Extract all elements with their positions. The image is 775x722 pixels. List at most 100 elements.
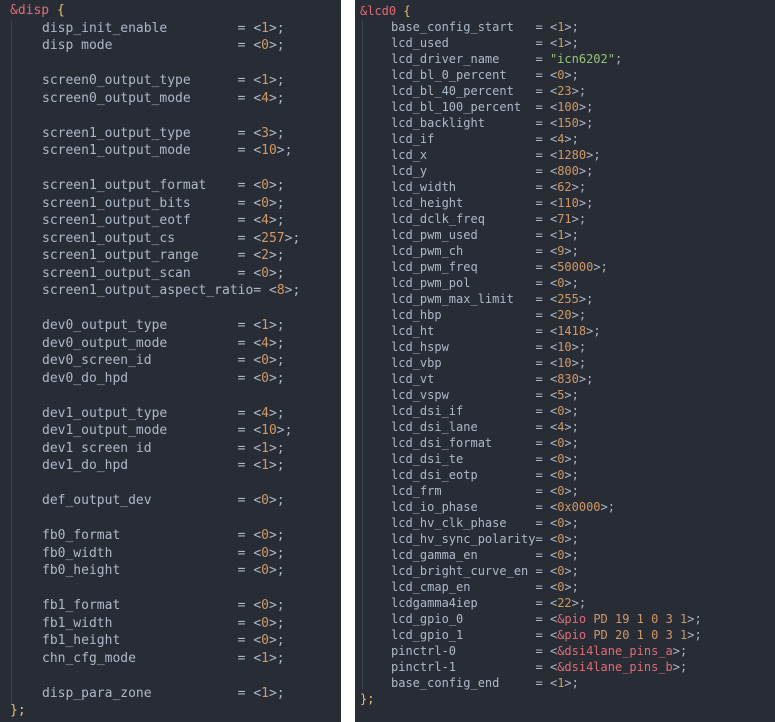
property-line[interactable]: lcd_dsi_lane = <4>; [391, 419, 579, 435]
property-line[interactable]: pinctrl-0 = <&dsi4lane_pins_a>; [391, 643, 687, 659]
property-line[interactable]: screen1_output_eotf = <4>; [42, 212, 285, 230]
property-line[interactable]: lcd_io_phase = <0x0000>; [391, 499, 615, 515]
property-line[interactable]: lcd_pwm_used = <1>; [391, 227, 579, 243]
property-line[interactable]: lcd_gamma_en = <0>; [391, 547, 579, 563]
property-line[interactable]: lcd_hspw = <10>; [391, 339, 586, 355]
punctuation: > [564, 388, 572, 402]
editor-pane-disp[interactable]: &disp {disp_init_enable = <1>; disp mode = … [0, 0, 341, 722]
property-line[interactable]: lcd_dclk_freq = <71>; [391, 211, 586, 227]
property-line[interactable]: disp_para_zone = <1>; [42, 685, 285, 703]
property-line[interactable]: fb0_format = <0>; [42, 527, 285, 545]
equals-sign: = [535, 532, 543, 546]
property-line[interactable]: lcd_pwm_ch = <9>; [391, 243, 579, 259]
property-value: 800 [557, 164, 579, 178]
property-line[interactable]: lcd_y = <800>; [391, 163, 593, 179]
property-line[interactable]: lcd_if = <4>; [391, 131, 579, 147]
property-value: 1418 [557, 324, 587, 338]
property-line[interactable]: fb0_width = <0>; [42, 545, 285, 563]
property-line[interactable]: lcd_dsi_te = <0>; [391, 451, 579, 467]
punctuation: ; [276, 528, 285, 543]
equals-sign: = [535, 308, 543, 322]
property-line[interactable]: disp_init_enable = <1>; [42, 20, 285, 38]
property-line[interactable]: lcd_gpio_1 = <&pio PD 20 1 0 3 1>; [391, 627, 702, 643]
property-line[interactable]: chn_cfg_mode = <1>; [42, 650, 285, 668]
property-line[interactable]: screen1_output_aspect_ratio= <8>; [42, 282, 300, 300]
property-line[interactable]: dev1 screen id = <1>; [42, 440, 285, 458]
property-line[interactable]: lcd_dsi_if = <0>; [391, 403, 579, 419]
property-line[interactable]: screen0_output_mode = <4>; [42, 90, 285, 108]
property-line[interactable]: dev1_output_mode = <10>; [42, 422, 292, 440]
property-line[interactable]: dev0_output_type = <1>; [42, 317, 285, 335]
property-line[interactable]: screen1_output_scan = <0>; [42, 265, 285, 283]
property-line[interactable]: lcd_pwm_freq = <50000>; [391, 259, 608, 275]
property-line[interactable]: dev0_screen_id = <0>; [42, 352, 285, 370]
property-line[interactable]: fb1_format = <0>; [42, 597, 285, 615]
property-line[interactable]: fb1_width = <0>; [42, 615, 285, 633]
property-key: lcd_dsi_te [391, 452, 464, 466]
property-line[interactable]: lcd_gpio_0 = <&pio PD 19 1 0 3 1>; [391, 611, 702, 627]
punctuation: > [268, 370, 277, 386]
punctuation: > [687, 612, 695, 626]
property-line[interactable]: lcd_bl_0_percent = <0>; [391, 67, 579, 83]
property-line[interactable]: pinctrl-1 = <&dsi4lane_pins_b>; [391, 659, 687, 675]
property-line[interactable]: dev0_output_mode = <4>; [42, 335, 285, 353]
punctuation: > [564, 484, 572, 498]
punctuation: > [268, 90, 277, 106]
property-line[interactable]: lcd_driver_name = "icn6202"; [391, 51, 622, 67]
property-line[interactable]: lcd_vspw = <5>; [391, 387, 579, 403]
property-key: lcd_dclk_freq [391, 212, 485, 226]
property-line[interactable]: lcd_bright_curve_en = <0>; [391, 563, 579, 579]
property-line[interactable]: lcd_vbp = <10>; [391, 355, 586, 371]
property-line[interactable]: lcd_dsi_format = <0>; [391, 435, 579, 451]
property-line[interactable]: lcd_hv_clk_phase = <0>; [391, 515, 579, 531]
property-line[interactable]: lcdgamma4iep = <22>; [391, 595, 586, 611]
equals-sign: = [535, 372, 543, 386]
property-line[interactable]: dev0_do_hpd = <0>; [42, 370, 285, 388]
property-line[interactable]: lcd_hbp = <20>; [391, 307, 586, 323]
punctuation [543, 628, 550, 642]
property-line[interactable]: base_config_end = <1>; [391, 675, 579, 691]
property-line[interactable]: lcd_pwm_pol = <0>; [391, 275, 579, 291]
property-line[interactable]: lcd_width = <62>; [391, 179, 586, 195]
property-line[interactable]: lcd_ht = <1418>; [391, 323, 601, 339]
property-value: 1 [261, 685, 269, 701]
punctuation: ; [571, 36, 579, 50]
property-line[interactable]: lcd_pwm_max_limit = <255>; [391, 291, 593, 307]
property-line[interactable]: screen1_output_range = <2>; [42, 247, 285, 265]
punctuation [543, 404, 550, 418]
punctuation: < [549, 84, 558, 98]
property-key: fb1_format [42, 598, 121, 613]
property-line[interactable]: dev1_do_hpd = <1>; [42, 457, 285, 475]
property-line[interactable]: screen0_output_type = <1>; [42, 72, 285, 90]
punctuation: ; [276, 90, 285, 106]
punctuation: < [549, 676, 558, 690]
property-line[interactable]: def_output_dev = <0>; [42, 492, 285, 510]
property-line[interactable]: disp mode = <0>; [42, 37, 285, 55]
property-line[interactable]: lcd_backlight = <150>; [391, 115, 593, 131]
property-line[interactable]: lcd_bl_100_percent = <100>; [391, 99, 593, 115]
property-line[interactable]: lcd_frm = <0>; [391, 483, 579, 499]
property-line[interactable]: fb1_height = <0>; [42, 632, 285, 650]
editor-pane-lcd0[interactable]: &lcd0 {base_config_start = <1>; lcd_used = … [355, 0, 775, 722]
property-line[interactable]: base_config_start = <1>; [391, 19, 579, 35]
punctuation: < [549, 388, 558, 402]
property-line[interactable]: lcd_bl_40_percent = <23>; [391, 83, 586, 99]
property-line[interactable]: screen1_output_bits = <0>; [42, 195, 285, 213]
punctuation: ; [292, 230, 301, 246]
property-line[interactable]: lcd_x = <1280>; [391, 147, 601, 163]
property-line[interactable]: dev1_output_type = <4>; [42, 405, 285, 423]
property-line[interactable]: screen1_output_format = <0>; [42, 177, 285, 195]
property-line[interactable]: lcd_vt = <830>; [391, 371, 593, 387]
property-line[interactable]: lcd_dsi_eotp = <0>; [391, 467, 579, 483]
property-line[interactable]: lcd_height = <110>; [391, 195, 593, 211]
property-value: 4 [261, 335, 269, 351]
property-line[interactable]: lcd_hv_sync_polarity= <0>; [391, 531, 579, 547]
property-line[interactable]: screen1_output_type = <3>; [42, 125, 285, 143]
property-line[interactable]: screen1_output_cs = <257>; [42, 230, 300, 248]
property-line[interactable]: fb0_height = <0>; [42, 562, 285, 580]
property-key: screen1_output_mode [42, 143, 191, 158]
property-line[interactable]: lcd_cmap_en = <0>; [391, 579, 579, 595]
property-key: lcd_bl_100_percent [391, 100, 522, 114]
property-line[interactable]: screen1_output_mode = <10>; [42, 142, 292, 160]
property-line[interactable]: lcd_used = <1>; [391, 35, 579, 51]
